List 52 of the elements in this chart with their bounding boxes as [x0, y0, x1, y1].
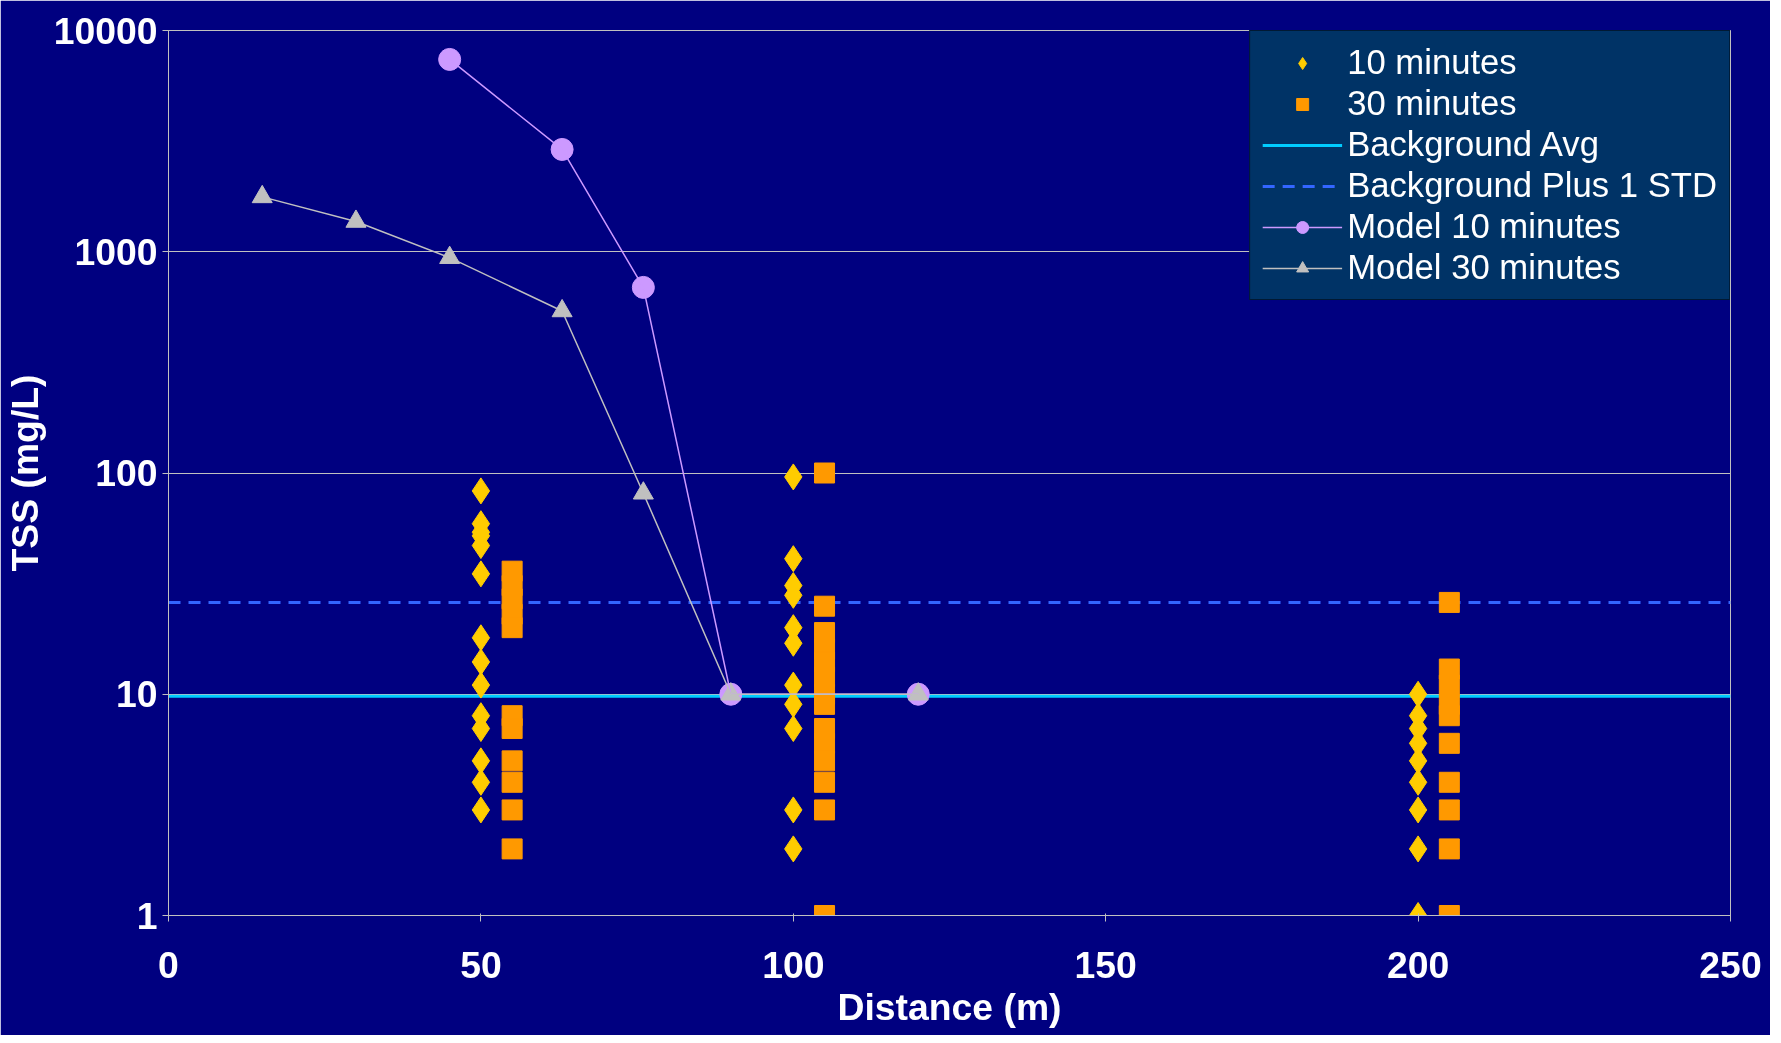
- point: [631, 275, 655, 299]
- point: [501, 799, 523, 821]
- point: [501, 617, 523, 639]
- x-tick-label: 100: [762, 943, 825, 986]
- y-axis-title: TSS (mg/L): [3, 374, 46, 572]
- y-tick-label: 1: [136, 894, 158, 937]
- point: [1438, 799, 1460, 821]
- point: [814, 693, 836, 715]
- point: [1408, 680, 1428, 708]
- y-tick-label: 100: [95, 452, 158, 494]
- point: [814, 462, 836, 484]
- legend-label: 10 minutes: [1347, 43, 1517, 82]
- legend-label: Background Avg: [1347, 125, 1599, 164]
- legend-label: Model 30 minutes: [1347, 248, 1621, 287]
- point: [471, 796, 491, 824]
- point: [471, 477, 491, 505]
- point: [1438, 732, 1460, 754]
- legend-label: Background Plus 1 STD: [1347, 166, 1717, 205]
- point: [1438, 674, 1460, 696]
- y-tick-label: 10: [115, 673, 158, 716]
- point: [471, 768, 491, 796]
- point: [471, 624, 491, 652]
- point: [1408, 835, 1428, 863]
- point: [550, 137, 574, 161]
- point: [1408, 796, 1428, 824]
- point: [814, 771, 836, 793]
- y-tick-label: 10000: [53, 9, 158, 52]
- point: [438, 47, 462, 71]
- point: [814, 595, 836, 617]
- legend-label: 30 minutes: [1347, 84, 1517, 123]
- x-tick-label: 250: [1699, 943, 1762, 986]
- legend-label: Model 10 minutes: [1347, 207, 1621, 246]
- point: [471, 648, 491, 676]
- x-axis-title: Distance (m): [837, 985, 1062, 1028]
- point: [814, 750, 836, 772]
- point: [1438, 838, 1460, 860]
- point: [471, 560, 491, 588]
- x-tick-label: 0: [158, 943, 179, 986]
- point: [501, 750, 523, 772]
- point: [1438, 771, 1460, 793]
- x-tick-label: 200: [1386, 943, 1450, 986]
- point: [1438, 591, 1460, 613]
- point: [471, 671, 491, 699]
- point: [1438, 705, 1460, 727]
- point: [1408, 768, 1428, 796]
- point: [501, 771, 523, 793]
- point: [501, 838, 523, 860]
- x-tick-label: 150: [1074, 943, 1137, 986]
- point: [501, 718, 523, 740]
- y-tick-label: 1000: [74, 230, 158, 273]
- point: [814, 799, 836, 821]
- x-tick-label: 50: [460, 943, 502, 986]
